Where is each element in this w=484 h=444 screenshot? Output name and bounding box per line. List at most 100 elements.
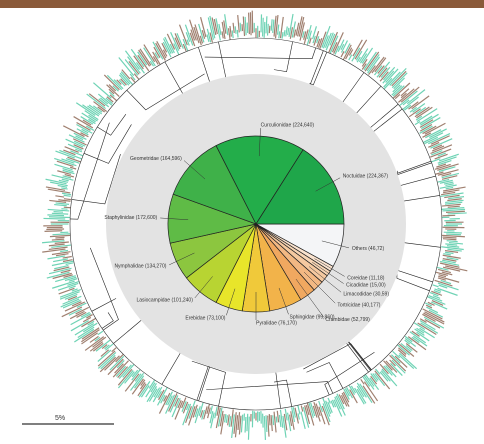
leaf-bar [209, 405, 213, 414]
leaf-bar [117, 366, 129, 379]
leaf-bar [129, 73, 136, 81]
branch [306, 362, 344, 389]
leaf-bar [73, 144, 84, 150]
leaf-bar [169, 43, 175, 54]
leaf-bar [100, 354, 116, 370]
leaf-bar [444, 201, 463, 205]
leaf-bar [446, 257, 459, 261]
leaf-bar [80, 116, 94, 125]
leaf-bar [414, 106, 430, 118]
leaf-bar [182, 43, 187, 52]
leaf-bar [316, 36, 320, 44]
leaf-bar [133, 73, 140, 80]
leaf-bar [383, 365, 393, 376]
leaf-bar [286, 412, 292, 432]
branch [273, 41, 293, 72]
leaf-bar [51, 212, 69, 215]
leaf-bar [419, 119, 434, 128]
leaf-bar [300, 405, 304, 412]
slice-label: Nymphalidae (134,270) [114, 263, 166, 269]
leaf-bar [63, 198, 72, 201]
leaf-bar [301, 31, 305, 38]
leaf-bar [278, 414, 282, 428]
leaf-bar [220, 414, 225, 435]
leader-line [314, 258, 345, 277]
leaf-bar [221, 21, 226, 40]
leaf-bar [73, 132, 87, 140]
leaf-bar [382, 66, 396, 81]
leaf-bar [327, 397, 331, 404]
leaf-bar [265, 16, 268, 34]
slice-label: Tortricidae (40,177) [337, 303, 380, 309]
leaf-bar [68, 285, 76, 290]
leaf-bar [124, 50, 141, 70]
leaf-bar [268, 25, 271, 34]
leaf-bar [414, 120, 421, 126]
leaf-bar [62, 167, 74, 173]
leaf-bar [385, 365, 397, 378]
leaf-bar [341, 392, 350, 407]
leaf-bar [266, 23, 269, 36]
leaf-bar [359, 53, 368, 64]
leaf-bar [441, 246, 464, 251]
leaf-bar [429, 292, 439, 297]
leaf-bar [445, 183, 454, 187]
leader-line [160, 217, 189, 220]
leaf-bar [441, 271, 453, 276]
leaf-bar [62, 125, 85, 138]
leaf-bar [358, 48, 369, 63]
leaf-bar [240, 414, 244, 433]
leaf-bar [340, 395, 348, 407]
leaf-bar [438, 159, 452, 166]
leaf-bar [447, 248, 462, 252]
leaf-bar [356, 385, 365, 398]
leaf-bar [447, 205, 460, 208]
leaf-bar [193, 26, 200, 44]
leaf-bar [404, 335, 413, 343]
leaf-bar [417, 322, 437, 335]
leaf-bar [219, 410, 224, 427]
leaf-bar [88, 104, 103, 115]
leaf-bar [234, 26, 237, 34]
leaf-bar [57, 184, 68, 188]
leaf-bar [292, 407, 296, 418]
leaf-bar [419, 123, 433, 132]
leaf-bar [101, 344, 108, 350]
leaf-bar [437, 156, 457, 164]
leaf-bar [156, 40, 167, 59]
leader-line [226, 288, 236, 316]
leaf-bar [160, 394, 166, 404]
leaf-bar [261, 17, 264, 37]
leaf-bar [51, 260, 74, 267]
branch [70, 122, 110, 220]
leaf-bar [171, 398, 181, 418]
top-strip [0, 0, 484, 8]
leaf-bar [331, 41, 338, 53]
leaf-bar [438, 275, 460, 283]
leaf-bar [48, 267, 72, 275]
leaf-bar [52, 233, 70, 236]
leaf-bar [432, 284, 439, 288]
leaf-bar [270, 19, 273, 31]
leaf-bar [105, 97, 113, 105]
leaf-bar [143, 44, 156, 63]
leaf-bar [377, 65, 385, 74]
leaf-bar [189, 19, 197, 41]
leaf-bar [227, 414, 230, 426]
leaf-bar [234, 415, 239, 438]
leaf-bar [399, 90, 418, 106]
leaf-bar [122, 364, 135, 378]
leaf-bar [441, 172, 459, 179]
leaf-bar [427, 301, 435, 306]
leaf-bar [439, 184, 457, 189]
leaf-bar [61, 306, 83, 318]
leaf-bar [356, 382, 367, 398]
leaf-bar [148, 388, 158, 402]
leaf-bar [383, 77, 393, 88]
leaf-bar [165, 391, 173, 406]
leaf-bar [416, 331, 430, 342]
leaf-bar [246, 413, 249, 432]
leaf-bar [329, 33, 336, 46]
leaf-bar [331, 399, 337, 408]
leaf-bar [64, 173, 74, 178]
